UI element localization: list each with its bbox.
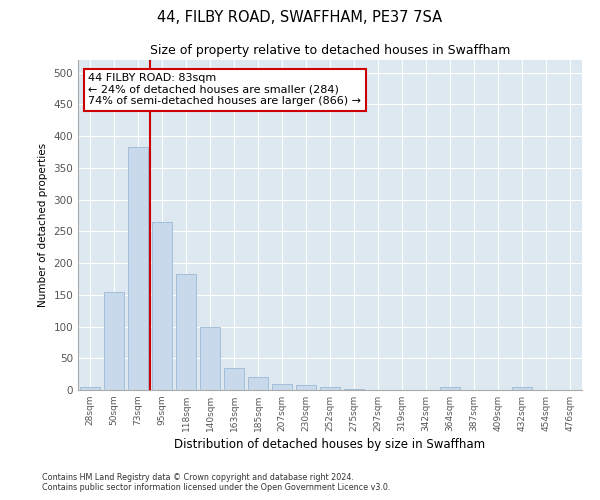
Y-axis label: Number of detached properties: Number of detached properties [38, 143, 48, 307]
Bar [200, 326, 220, 390]
Text: 44 FILBY ROAD: 83sqm
← 24% of detached houses are smaller (284)
74% of semi-deta: 44 FILBY ROAD: 83sqm ← 24% of detached h… [88, 73, 361, 106]
Bar [224, 368, 244, 390]
Bar [176, 274, 196, 390]
Text: Contains HM Land Registry data © Crown copyright and database right 2024.
Contai: Contains HM Land Registry data © Crown c… [42, 473, 391, 492]
Text: 44, FILBY ROAD, SWAFFHAM, PE37 7SA: 44, FILBY ROAD, SWAFFHAM, PE37 7SA [157, 10, 443, 25]
Bar [248, 378, 268, 390]
Bar [152, 222, 172, 390]
Bar [440, 387, 460, 390]
X-axis label: Distribution of detached houses by size in Swaffham: Distribution of detached houses by size … [175, 438, 485, 451]
Bar [320, 388, 340, 390]
Bar [80, 387, 100, 390]
Title: Size of property relative to detached houses in Swaffham: Size of property relative to detached ho… [150, 44, 510, 58]
Bar [128, 147, 148, 390]
Bar [272, 384, 292, 390]
Bar [296, 385, 316, 390]
Bar [512, 387, 532, 390]
Bar [104, 292, 124, 390]
